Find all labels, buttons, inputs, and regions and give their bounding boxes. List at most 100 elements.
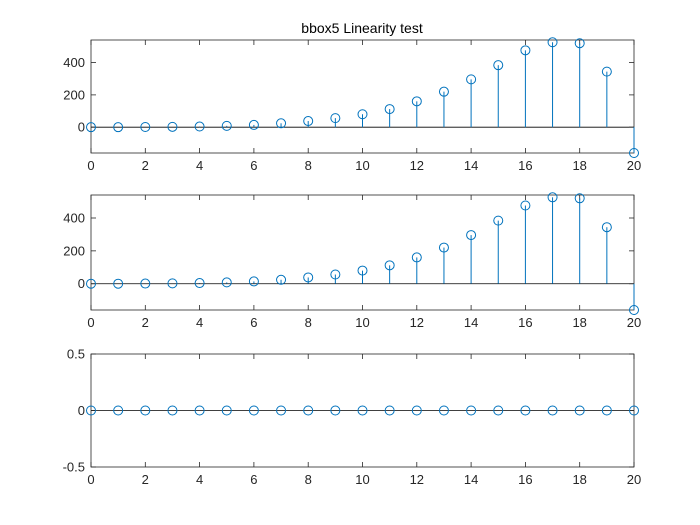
stem-marker (248, 276, 259, 287)
y-tick-label: 0.5 (67, 347, 85, 362)
stem-marker (221, 277, 232, 288)
stem-marker (466, 74, 477, 85)
stem-marker (574, 193, 585, 204)
stem-marker (303, 405, 314, 416)
stem-marker (438, 86, 449, 97)
x-tick-label: 16 (518, 158, 532, 173)
stem-marker (466, 230, 477, 241)
x-tick-label: 16 (518, 472, 532, 487)
x-tick-label: 6 (250, 315, 257, 330)
stem-marker (411, 96, 422, 107)
y-tick-label: 0 (78, 120, 85, 135)
x-tick-label: 12 (410, 472, 424, 487)
y-tick-label: 400 (63, 211, 85, 226)
stem-marker (167, 278, 178, 289)
stem-marker (303, 116, 314, 127)
x-tick-label: 0 (87, 315, 94, 330)
stem-marker (384, 104, 395, 115)
stem-marker (248, 119, 259, 130)
x-tick-label: 6 (250, 158, 257, 173)
stem-marker (113, 122, 124, 133)
y-tick-label: -0.5 (63, 460, 85, 475)
x-tick-label: 20 (627, 158, 641, 173)
stem-marker (113, 278, 124, 289)
x-tick-label: 16 (518, 315, 532, 330)
x-tick-label: 12 (410, 158, 424, 173)
y-tick-label: 0 (78, 276, 85, 291)
x-tick-label: 18 (572, 472, 586, 487)
stem-marker (167, 405, 178, 416)
x-tick-label: 18 (572, 315, 586, 330)
stem-marker (248, 405, 259, 416)
stem-marker (493, 60, 504, 71)
stem-marker (629, 305, 639, 315)
stem-marker (276, 118, 287, 129)
axes-box-2 (90, 194, 635, 311)
stem-marker (438, 242, 449, 253)
stem-marker (276, 274, 287, 285)
x-tick-label: 4 (196, 158, 203, 173)
x-tick-label: 10 (355, 158, 369, 173)
x-tick-label: 8 (305, 315, 312, 330)
stem-marker (411, 252, 422, 263)
x-tick-label: 8 (305, 158, 312, 173)
stem-marker (357, 405, 368, 416)
stem-marker (438, 405, 449, 416)
stem-marker (547, 192, 558, 203)
stem-marker (194, 121, 205, 132)
stem-marker (221, 405, 232, 416)
x-tick-label: 6 (250, 472, 257, 487)
stem-marker (601, 405, 612, 416)
stem-marker (140, 405, 151, 416)
x-tick-label: 2 (142, 315, 149, 330)
stem-marker (330, 113, 341, 124)
stem-marker (601, 66, 612, 77)
y-tick-label: 400 (63, 55, 85, 70)
x-tick-label: 2 (142, 472, 149, 487)
stem-marker (547, 405, 558, 416)
x-tick-label: 12 (410, 315, 424, 330)
x-tick-label: 14 (464, 158, 478, 173)
stem-marker (303, 272, 314, 283)
stem-marker (167, 121, 178, 132)
x-tick-label: 14 (464, 315, 478, 330)
y-tick-label: 200 (63, 243, 85, 258)
stem-marker (574, 38, 585, 49)
stem-marker (330, 269, 341, 280)
stem-marker (194, 405, 205, 416)
x-tick-label: 10 (355, 315, 369, 330)
stem-marker (520, 45, 531, 56)
stem-marker (493, 405, 504, 416)
stem-marker (629, 148, 639, 158)
x-tick-label: 18 (572, 158, 586, 173)
stem-marker (384, 405, 395, 416)
x-tick-label: 8 (305, 472, 312, 487)
stem-marker (194, 278, 205, 289)
stem-marker (86, 278, 96, 289)
stem-marker (574, 405, 585, 416)
stem-marker (520, 405, 531, 416)
stem-marker (357, 265, 368, 276)
stem-marker (330, 405, 341, 416)
stem-marker (86, 405, 96, 416)
stem-marker (384, 260, 395, 271)
x-tick-label: 0 (87, 158, 94, 173)
stem-marker (140, 278, 151, 289)
x-tick-label: 20 (627, 472, 641, 487)
figure-title: bbox5 Linearity test (301, 20, 423, 36)
y-tick-label: 0 (78, 403, 85, 418)
x-tick-label: 10 (355, 472, 369, 487)
stem-marker (113, 405, 124, 416)
x-tick-label: 4 (196, 472, 203, 487)
stem-marker (520, 200, 531, 211)
y-tick-label: 200 (63, 87, 85, 102)
stem-marker (276, 405, 287, 416)
subplot-3: 0 2 4 6 8 10 12 14 16 18 20-0.500.5 (63, 347, 642, 488)
stem-marker (629, 405, 639, 416)
x-tick-label: 0 (87, 472, 94, 487)
stem-marker (547, 37, 558, 48)
x-tick-label: 4 (196, 315, 203, 330)
